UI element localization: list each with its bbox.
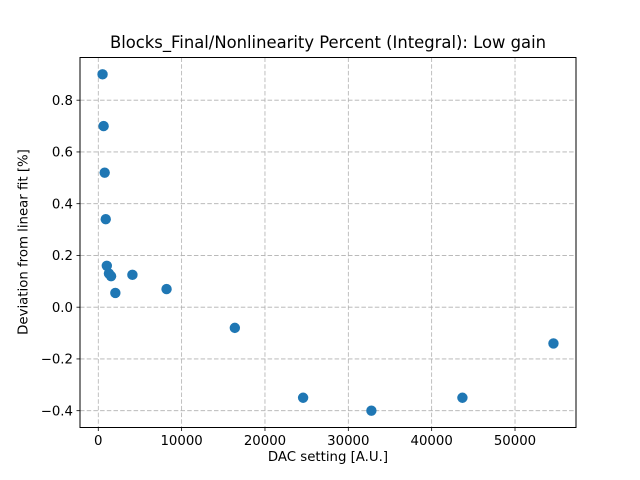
scatter-point [457,392,468,403]
scatter-point [297,392,309,403]
scatter-point [99,167,110,178]
x-tick-label: 40000 [411,434,453,449]
scatter-point [110,287,121,299]
scatter-point [105,270,117,282]
scatter-point [366,405,377,416]
x-tick-label: 10000 [160,434,202,449]
scatter-point [100,214,111,225]
scatter-point [98,120,109,132]
scatter-point [229,322,241,334]
plot-border [79,57,577,428]
scatter-point [127,269,138,281]
y-tick-label: 0.0 [52,301,73,316]
y-tick-label: 0.6 [52,146,73,161]
y-tick-label: −0.2 [41,353,73,368]
y-axis-label: Deviation from linear fit [%] [16,149,32,335]
y-tick-label: 0.4 [52,197,73,212]
x-tick-label: 0 [94,434,102,449]
scatter-point [548,338,559,349]
scatter-point [97,69,108,80]
scatter-point [161,283,172,295]
y-tick-label: 0.2 [52,249,73,264]
x-tick-label: 20000 [244,434,286,449]
y-tick-label: −0.4 [41,404,73,419]
x-tick-label: 50000 [494,434,536,449]
chart-title: Blocks_Final/Nonlinearity Percent (Integ… [109,33,547,52]
y-tick-label: 0.8 [52,94,73,109]
x-tick-label: 30000 [327,434,369,449]
x-axis-label: DAC setting [A.U.] [267,450,389,465]
